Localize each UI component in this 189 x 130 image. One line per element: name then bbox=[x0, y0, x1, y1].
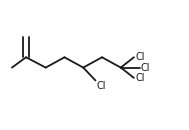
Text: Cl: Cl bbox=[97, 81, 106, 91]
Text: Cl: Cl bbox=[135, 73, 145, 83]
Text: Cl: Cl bbox=[135, 52, 145, 62]
Text: Cl: Cl bbox=[141, 63, 150, 73]
